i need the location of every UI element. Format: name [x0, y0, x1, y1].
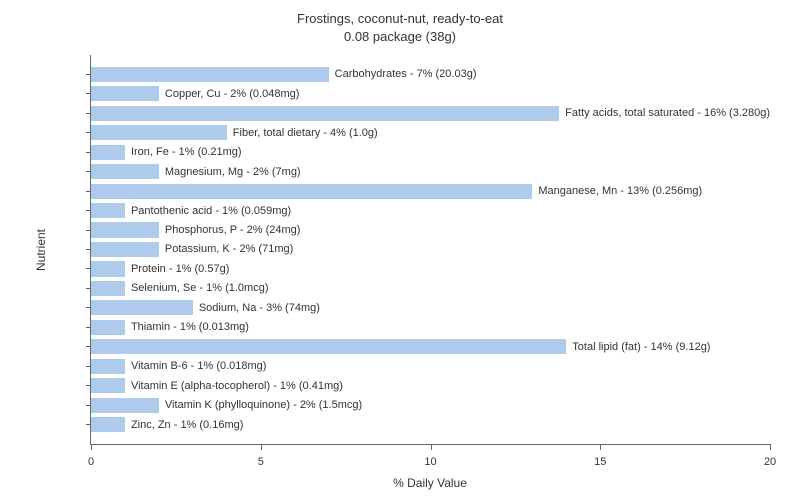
bar-label: Fiber, total dietary - 4% (1.0g): [233, 127, 378, 139]
bar: [91, 125, 227, 140]
bar-label: Zinc, Zn - 1% (0.16mg): [131, 419, 243, 431]
plot-area: Carbohydrates - 7% (20.03g) Copper, Cu - …: [90, 55, 770, 445]
chart-title-line1: Frostings, coconut-nut, ready-to-eat: [297, 11, 503, 26]
y-tick: [86, 405, 91, 406]
bar: [91, 106, 559, 121]
bar-label: Protein - 1% (0.57g): [131, 263, 229, 275]
bar: [91, 300, 193, 315]
bar: [91, 222, 159, 237]
chart-title-line2: 0.08 package (38g): [344, 29, 456, 44]
y-tick: [86, 327, 91, 328]
x-tick: [261, 444, 262, 450]
nutrient-chart: Frostings, coconut-nut, ready-to-eat 0.0…: [0, 0, 800, 500]
bar-label: Potassium, K - 2% (71mg): [165, 243, 293, 255]
bar: [91, 164, 159, 179]
y-tick: [86, 366, 91, 367]
bar-row: Pantothenic acid - 1% (0.059mg): [91, 201, 770, 220]
bar: [91, 242, 159, 257]
bar-label: Manganese, Mn - 13% (0.256mg): [538, 185, 702, 197]
y-axis-label: Nutrient: [34, 229, 48, 271]
y-tick: [86, 132, 91, 133]
bar-row: Phosphorus, P - 2% (24mg): [91, 220, 770, 239]
bar-row: Zinc, Zn - 1% (0.16mg): [91, 415, 770, 434]
bar-label: Phosphorus, P - 2% (24mg): [165, 224, 301, 236]
bar-row: Fiber, total dietary - 4% (1.0g): [91, 123, 770, 142]
bar-row: Vitamin E (alpha-tocopherol) - 1% (0.41m…: [91, 376, 770, 395]
x-tick: [431, 444, 432, 450]
bar-label: Selenium, Se - 1% (1.0mcg): [131, 282, 269, 294]
x-axis-label: % Daily Value: [90, 476, 770, 490]
bar: [91, 398, 159, 413]
x-tick: [600, 444, 601, 450]
x-tick: [91, 444, 92, 450]
y-tick: [86, 346, 91, 347]
bar: [91, 359, 125, 374]
y-tick: [86, 268, 91, 269]
bars-container: Carbohydrates - 7% (20.03g) Copper, Cu - …: [91, 55, 770, 444]
bar: [91, 378, 125, 393]
bar: [91, 281, 125, 296]
bar-row: Iron, Fe - 1% (0.21mg): [91, 143, 770, 162]
x-tick-label: 0: [88, 456, 94, 468]
bar: [91, 417, 125, 432]
bar-row: Carbohydrates - 7% (20.03g): [91, 65, 770, 84]
bar-row: Manganese, Mn - 13% (0.256mg): [91, 181, 770, 200]
bar-row: Protein - 1% (0.57g): [91, 259, 770, 278]
bar-row: Sodium, Na - 3% (74mg): [91, 298, 770, 317]
y-tick: [86, 307, 91, 308]
bar-label: Sodium, Na - 3% (74mg): [199, 302, 320, 314]
bar-label: Total lipid (fat) - 14% (9.12g): [572, 341, 710, 353]
x-tick-label: 20: [764, 456, 776, 468]
bar-row: Magnesium, Mg - 2% (7mg): [91, 162, 770, 181]
bar-label: Magnesium, Mg - 2% (7mg): [165, 166, 301, 178]
bar-label: Vitamin E (alpha-tocopherol) - 1% (0.41m…: [131, 380, 343, 392]
y-tick: [86, 385, 91, 386]
bar: [91, 320, 125, 335]
y-tick: [86, 288, 91, 289]
chart-title: Frostings, coconut-nut, ready-to-eat 0.0…: [0, 10, 800, 45]
bar-label: Vitamin B-6 - 1% (0.018mg): [131, 360, 267, 372]
x-tick-label: 5: [258, 456, 264, 468]
y-tick: [86, 210, 91, 211]
bar-row: Total lipid (fat) - 14% (9.12g): [91, 337, 770, 356]
bar: [91, 145, 125, 160]
x-tick-label: 15: [594, 456, 606, 468]
bar: [91, 203, 125, 218]
y-tick: [86, 93, 91, 94]
y-tick: [86, 249, 91, 250]
bar-label: Iron, Fe - 1% (0.21mg): [131, 146, 242, 158]
bar-row: Fatty acids, total saturated - 16% (3.28…: [91, 104, 770, 123]
bar: [91, 184, 532, 199]
bar-row: Copper, Cu - 2% (0.048mg): [91, 84, 770, 103]
bar-row: Thiamin - 1% (0.013mg): [91, 318, 770, 337]
y-tick: [86, 74, 91, 75]
bar-label: Fatty acids, total saturated - 16% (3.28…: [565, 107, 770, 119]
bar-label: Pantothenic acid - 1% (0.059mg): [131, 205, 291, 217]
bar: [91, 261, 125, 276]
bar-row: Vitamin K (phylloquinone) - 2% (1.5mcg): [91, 395, 770, 414]
bar-row: Vitamin B-6 - 1% (0.018mg): [91, 356, 770, 375]
y-tick: [86, 191, 91, 192]
y-tick: [86, 152, 91, 153]
bar-label: Copper, Cu - 2% (0.048mg): [165, 88, 300, 100]
bar: [91, 339, 566, 354]
y-tick: [86, 171, 91, 172]
x-tick-label: 10: [424, 456, 436, 468]
bar-label: Vitamin K (phylloquinone) - 2% (1.5mcg): [165, 399, 362, 411]
x-tick: [770, 444, 771, 450]
bar: [91, 86, 159, 101]
y-tick: [86, 424, 91, 425]
bar: [91, 67, 329, 82]
bar-label: Carbohydrates - 7% (20.03g): [335, 68, 477, 80]
y-tick: [86, 230, 91, 231]
y-tick: [86, 113, 91, 114]
bar-row: Potassium, K - 2% (71mg): [91, 240, 770, 259]
bar-row: Selenium, Se - 1% (1.0mcg): [91, 279, 770, 298]
bar-label: Thiamin - 1% (0.013mg): [131, 321, 249, 333]
